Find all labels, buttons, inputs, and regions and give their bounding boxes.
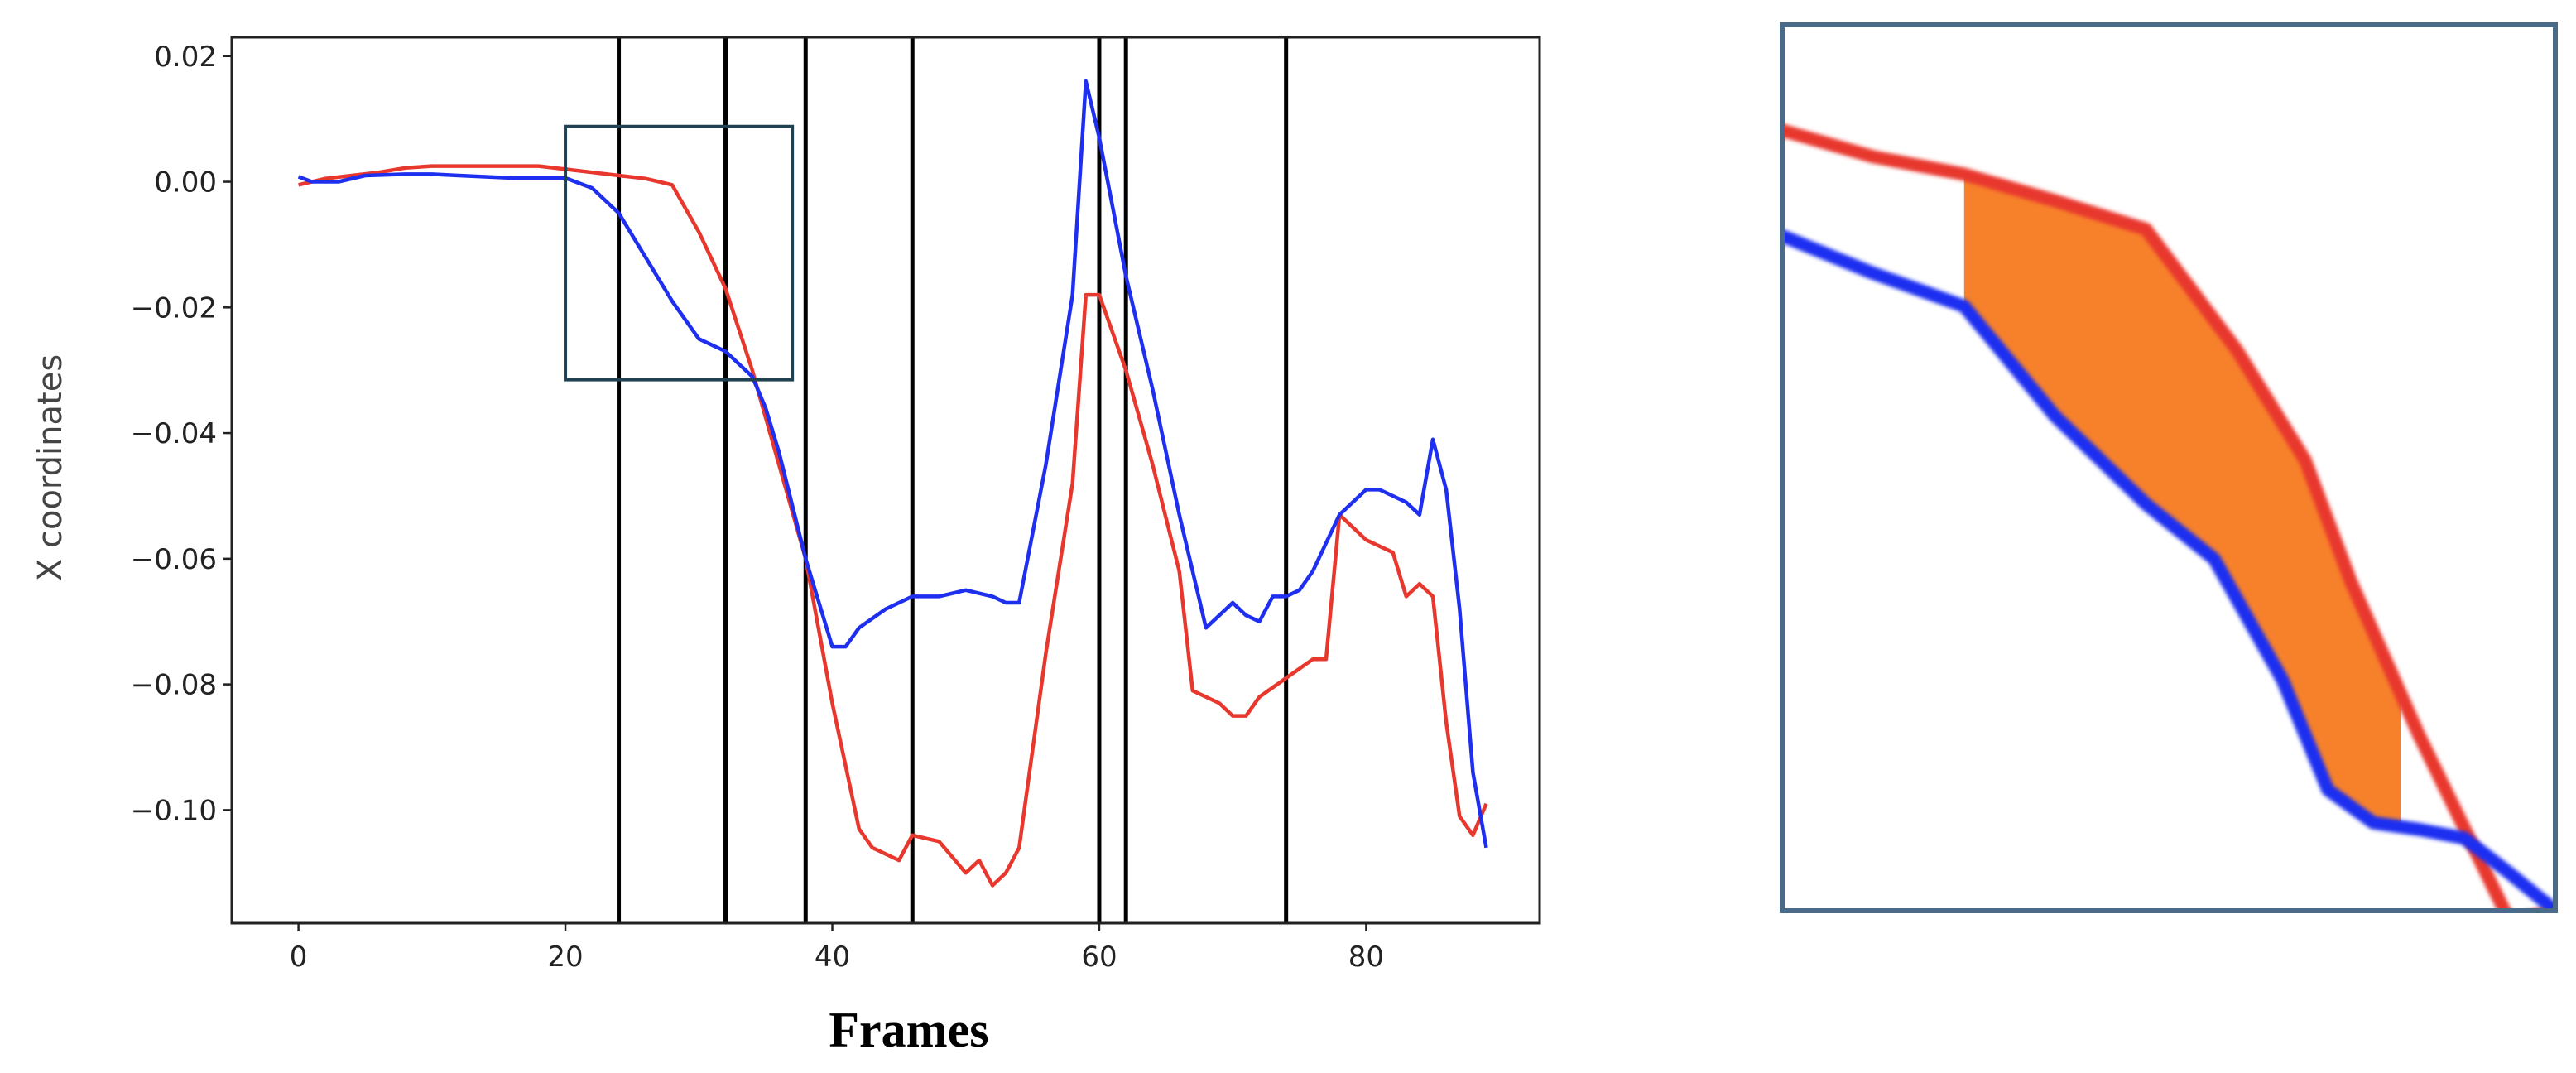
- y-tick-label: −0.04: [131, 417, 217, 450]
- x-tick-label: 0: [290, 941, 308, 974]
- x-tick-label: 20: [547, 941, 583, 974]
- series-line-1: [298, 164, 1488, 888]
- x-tick-label: 60: [1081, 941, 1117, 974]
- y-tick-label: 0.00: [154, 166, 217, 200]
- plot-frame: [230, 36, 1541, 925]
- x-tick-label: 80: [1348, 941, 1384, 974]
- zoom-inset: [1780, 22, 2558, 913]
- difference-area: [1963, 174, 2401, 827]
- x-tick-label: 40: [815, 941, 850, 974]
- y-tick-label: −0.08: [131, 669, 217, 702]
- zoom-frame: [1780, 22, 2558, 913]
- y-tick-label: −0.06: [131, 543, 217, 576]
- main-chart: 0 20 40 60 80 0.02 0.00 −0.02 −0.04 −0.06 −0.08 −0…: [31, 36, 1541, 1057]
- x-axis-label: Frames: [829, 1003, 988, 1057]
- series-line-2: [297, 79, 1488, 849]
- y-axis-label: X coordinates: [31, 354, 70, 581]
- zoom-series-line-2: [1782, 229, 2555, 911]
- y-tick-label: −0.02: [131, 291, 217, 325]
- highlight-box: [564, 124, 795, 382]
- zoom-series-line-1: [1782, 123, 2555, 911]
- y-tick-label: 0.02: [154, 41, 217, 74]
- y-tick-label: −0.10: [131, 794, 217, 827]
